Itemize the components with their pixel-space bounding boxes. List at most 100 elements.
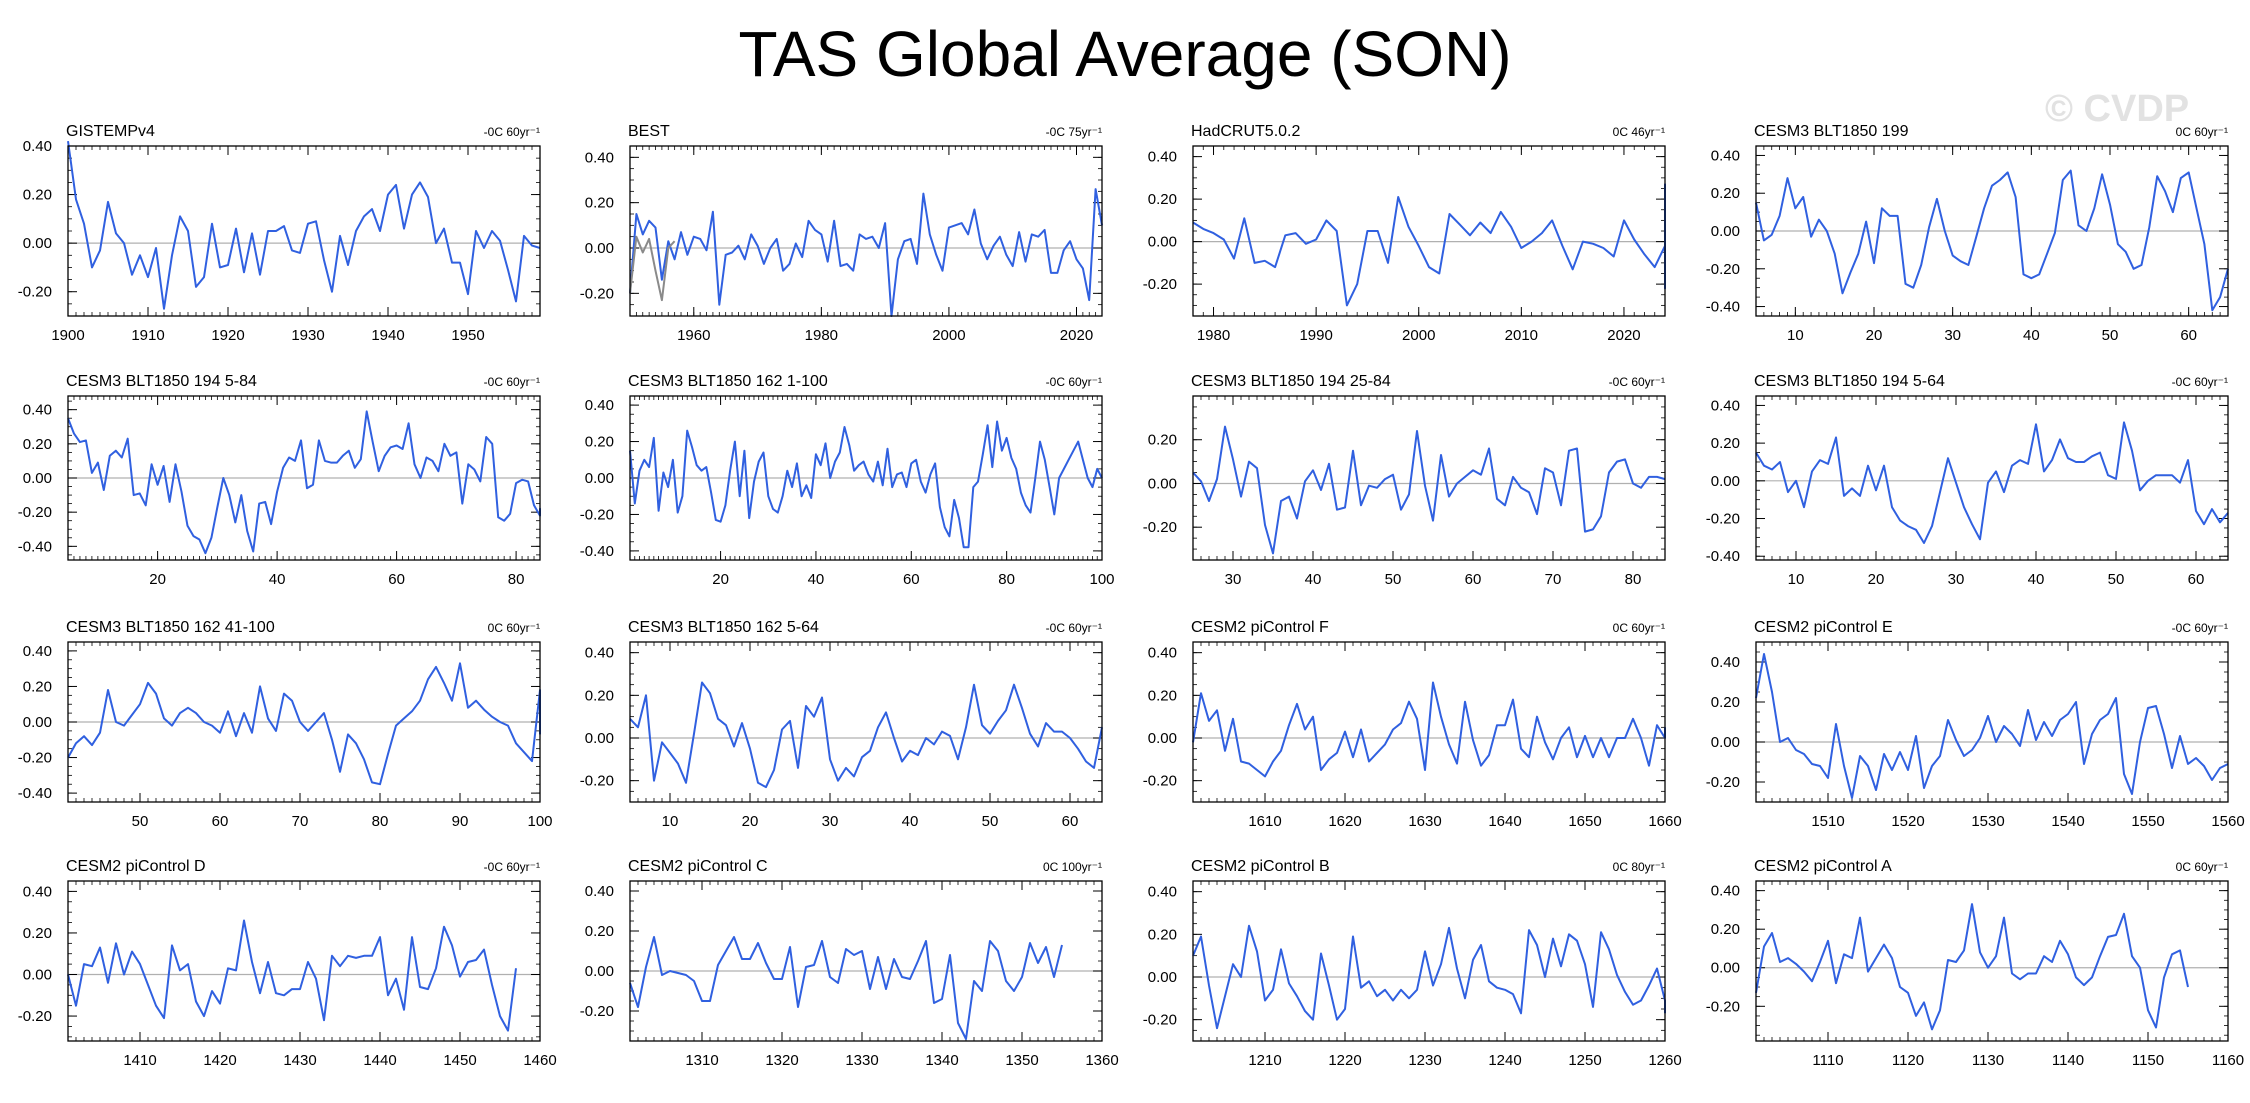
y-tick-label: 0.00 xyxy=(1711,960,1740,977)
y-tick-label: -0.20 xyxy=(1143,276,1177,293)
chart-panel: CESM3 BLT1850 194 25-84 -0C 60yr⁻¹ 30 40 50 6… xyxy=(1143,373,1666,588)
x-tick-label: 2010 xyxy=(1505,327,1538,344)
x-tick-label: 1420 xyxy=(203,1052,236,1069)
y-tick-label: -0.20 xyxy=(18,284,52,301)
y-tick-label: -0.20 xyxy=(580,506,614,523)
trend-label: -0C 60yr⁻¹ xyxy=(2172,375,2228,389)
x-tick-label: 1450 xyxy=(443,1052,476,1069)
x-tick-label: 1130 xyxy=(1972,1052,2004,1069)
panel-title: CESM3 BLT1850 162 5-64 xyxy=(628,619,819,636)
x-tick-label: 1460 xyxy=(523,1052,556,1069)
chart-panel: GISTEMPv4 -0C 60yr⁻¹ 1900 1910 1920 1930 1940 1… xyxy=(18,123,541,344)
chart-panel: CESM3 BLT1850 194 5-64 -0C 60yr⁻¹ 10 20 30 40… xyxy=(1706,373,2229,588)
plot-frame xyxy=(67,641,541,803)
secondary-series-line xyxy=(629,235,676,302)
series-line xyxy=(629,936,1063,1040)
x-tick-label: 60 xyxy=(1062,813,1079,830)
y-tick-label: -0.20 xyxy=(1706,261,1740,278)
y-tick-label: 0.20 xyxy=(585,923,614,940)
series-line xyxy=(629,420,1103,549)
chart-panel: CESM2 piControl E -0C 60yr⁻¹ 1510 1520 1530 1… xyxy=(1706,619,2245,830)
y-tick-label: 0.20 xyxy=(23,678,52,695)
x-tick-label: 1210 xyxy=(1248,1052,1281,1069)
chart-panel: CESM3 BLT1850 162 41-100 0C 60yr⁻¹ 50 60 70 8… xyxy=(18,619,553,830)
series-line xyxy=(1755,421,2229,544)
panel-title: HadCRUT5.0.2 xyxy=(1191,123,1300,140)
plot-frame xyxy=(1755,880,2229,1042)
x-tick-label: 80 xyxy=(998,571,1015,588)
series-line xyxy=(1755,903,2189,1031)
chart-panel: CESM3 BLT1850 199 0C 60yr⁻¹ 10 20 30 40 50 60 -0… xyxy=(1706,123,2229,344)
y-tick-label: -0.40 xyxy=(18,785,52,802)
x-tick-label: 30 xyxy=(1948,571,1965,588)
trend-label: -0C 60yr⁻¹ xyxy=(484,125,540,139)
watermark: © CVDP xyxy=(2045,88,2190,130)
x-tick-label: 20 xyxy=(742,813,759,830)
x-tick-label: 1910 xyxy=(131,327,164,344)
panel-title: GISTEMPv4 xyxy=(66,123,155,140)
trend-label: -0C 60yr⁻¹ xyxy=(484,375,540,389)
series-line xyxy=(1192,183,1666,307)
y-tick-label: 0.40 xyxy=(1711,654,1740,671)
x-tick-label: 80 xyxy=(508,571,525,588)
x-tick-label: 1650 xyxy=(1568,813,1601,830)
x-tick-label: 60 xyxy=(2180,327,2197,344)
x-tick-label: 1900 xyxy=(51,327,84,344)
plot-frame xyxy=(1192,145,1666,317)
y-tick-label: 0.20 xyxy=(585,687,614,704)
y-tick-label: 0.00 xyxy=(23,714,52,731)
y-tick-label: -0.20 xyxy=(580,1003,614,1020)
y-tick-label: 0.00 xyxy=(23,967,52,984)
chart-panel: HadCRUT5.0.2 0C 46yr⁻¹ 1980 1990 2000 2010 202… xyxy=(1143,123,1666,344)
y-tick-label: -0.20 xyxy=(18,504,52,521)
x-tick-label: 30 xyxy=(822,813,839,830)
plot-frame xyxy=(1755,145,2229,317)
x-tick-label: 40 xyxy=(1305,571,1322,588)
y-tick-label: -0.20 xyxy=(1706,998,1740,1015)
x-tick-label: 1560 xyxy=(2211,813,2244,830)
x-tick-label: 1350 xyxy=(1005,1052,1038,1069)
chart-panel: CESM2 piControl A 0C 60yr⁻¹ 1110 1120 1130 11… xyxy=(1706,858,2244,1069)
y-tick-label: 0.20 xyxy=(585,195,614,212)
y-tick-label: -0.40 xyxy=(18,538,52,555)
y-tick-label: 0.20 xyxy=(1711,921,1740,938)
panel-title: CESM3 BLT1850 194 25-84 xyxy=(1191,373,1391,390)
x-tick-label: 1330 xyxy=(845,1052,878,1069)
x-tick-label: 1660 xyxy=(1648,813,1681,830)
series-line xyxy=(1192,681,1666,778)
series-line xyxy=(629,188,1103,317)
trend-label: -0C 75yr⁻¹ xyxy=(1046,125,1102,139)
x-tick-label: 1110 xyxy=(1812,1052,1843,1069)
x-tick-label: 90 xyxy=(452,813,469,830)
x-tick-label: 1540 xyxy=(2051,813,2084,830)
series-line xyxy=(629,681,1103,789)
x-tick-label: 1930 xyxy=(291,327,324,344)
x-tick-label: 1990 xyxy=(1299,327,1332,344)
trend-label: 0C 46yr⁻¹ xyxy=(1613,125,1665,139)
panel-title: CESM3 BLT1850 162 1-100 xyxy=(628,373,828,390)
y-tick-label: 0.40 xyxy=(23,138,52,155)
trend-label: -0C 60yr⁻¹ xyxy=(1609,375,1665,389)
x-tick-label: 80 xyxy=(1625,571,1642,588)
y-tick-label: 0.40 xyxy=(1711,147,1740,164)
y-tick-label: 0.40 xyxy=(1711,883,1740,900)
y-tick-label: 0.40 xyxy=(585,397,614,414)
x-tick-label: 1940 xyxy=(371,327,404,344)
y-tick-label: 0.00 xyxy=(585,240,614,257)
plot-frame xyxy=(67,395,541,561)
x-tick-label: 70 xyxy=(1545,571,1562,588)
x-tick-label: 60 xyxy=(2188,571,2205,588)
x-tick-label: 1980 xyxy=(805,327,838,344)
x-tick-label: 10 xyxy=(1787,327,1804,344)
y-tick-label: 0.40 xyxy=(23,402,52,419)
y-tick-label: -0.20 xyxy=(1143,1012,1177,1029)
panel-title: CESM2 piControl C xyxy=(628,858,768,875)
x-tick-label: 1430 xyxy=(283,1052,316,1069)
panel-title: CESM3 BLT1850 194 5-84 xyxy=(66,373,257,390)
x-tick-label: 1950 xyxy=(451,327,484,344)
y-tick-label: 0.20 xyxy=(1711,694,1740,711)
x-tick-label: 40 xyxy=(2023,327,2040,344)
x-tick-label: 1320 xyxy=(765,1052,798,1069)
x-tick-label: 1240 xyxy=(1488,1052,1521,1069)
trend-label: 0C 60yr⁻¹ xyxy=(2176,125,2228,139)
